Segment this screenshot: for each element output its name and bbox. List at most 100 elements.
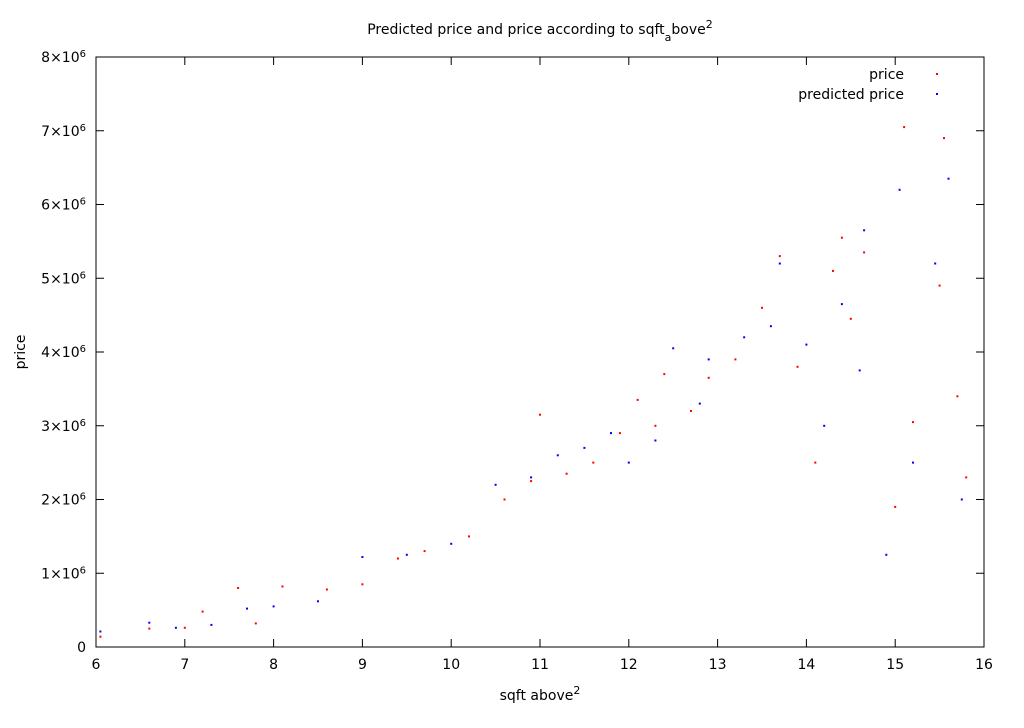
data-point xyxy=(743,336,746,339)
data-point xyxy=(654,424,657,427)
data-point xyxy=(814,461,817,464)
axis-ticks: 6 7 8 9 10 11 12 13 14 15 16 0 1×106 2×106 3×106 4×106 5… xyxy=(41,49,993,674)
data-point xyxy=(237,587,240,589)
data-point xyxy=(636,398,639,401)
legend: price predicted price xyxy=(798,67,938,103)
data-point xyxy=(148,627,151,630)
data-point xyxy=(707,376,710,379)
legend-marker-price xyxy=(936,73,938,75)
data-point xyxy=(885,553,888,556)
data-point xyxy=(690,410,692,412)
data-point xyxy=(210,623,213,626)
data-point xyxy=(423,550,426,553)
data-point xyxy=(503,498,506,501)
data-point xyxy=(272,605,275,608)
x-tick-label: 6 xyxy=(92,657,101,673)
data-point xyxy=(361,583,364,586)
data-point xyxy=(796,365,799,368)
series-price xyxy=(99,126,968,638)
data-point xyxy=(183,626,186,629)
data-point xyxy=(858,369,861,372)
data-point xyxy=(805,343,808,346)
y-tick-label: 2×106 xyxy=(41,491,86,509)
data-point xyxy=(663,373,666,376)
data-point xyxy=(912,461,914,464)
data-point xyxy=(654,439,657,442)
data-point xyxy=(734,358,737,361)
data-point xyxy=(530,476,533,479)
x-tick-label: 7 xyxy=(180,657,189,673)
data-point xyxy=(539,413,541,416)
data-point xyxy=(960,498,963,501)
data-point xyxy=(254,622,257,625)
y-axis-label: price xyxy=(13,335,29,370)
x-tick-label: 9 xyxy=(358,657,367,673)
legend-label-predicted-price: predicted price xyxy=(798,87,904,103)
plot-area-border xyxy=(95,56,985,648)
data-point xyxy=(934,262,937,265)
data-point xyxy=(361,556,364,558)
data-point xyxy=(903,126,906,129)
x-tick-label: 10 xyxy=(442,657,460,673)
x-tick-label: 11 xyxy=(531,657,549,673)
y-tick-label: 4×106 xyxy=(41,344,86,362)
data-point xyxy=(556,454,559,457)
y-tick-label: 1×106 xyxy=(41,565,86,583)
chart-title: Predicted price and price according to s… xyxy=(367,18,713,44)
data-point xyxy=(943,137,945,140)
data-point xyxy=(956,395,959,398)
data-point xyxy=(938,284,941,287)
data-point xyxy=(530,480,533,483)
x-tick-label: 12 xyxy=(620,657,638,673)
data-point xyxy=(947,177,950,180)
data-point xyxy=(894,505,897,508)
data-point xyxy=(610,432,612,435)
y-tick-label: 3×106 xyxy=(41,417,86,435)
x-tick-label: 8 xyxy=(269,657,278,673)
data-point xyxy=(583,446,586,449)
data-point xyxy=(707,358,710,361)
data-point xyxy=(99,635,102,638)
data-point xyxy=(863,251,866,254)
data-point xyxy=(494,483,497,486)
data-point xyxy=(325,588,328,591)
data-point xyxy=(849,317,852,320)
data-point xyxy=(761,306,763,309)
data-point xyxy=(468,535,470,538)
data-point xyxy=(148,621,151,624)
x-tick-label: 15 xyxy=(886,657,904,673)
data-point xyxy=(99,630,102,633)
data-point xyxy=(672,347,675,350)
y-tick-label: 5×106 xyxy=(41,270,86,288)
data-point xyxy=(698,402,701,405)
data-point xyxy=(450,542,453,545)
data-point xyxy=(912,421,914,424)
x-tick-label: 14 xyxy=(797,657,815,673)
data-point xyxy=(618,432,621,435)
x-axis-label: sqft above2 xyxy=(500,684,581,705)
data-point xyxy=(823,424,826,427)
data-point xyxy=(201,610,204,613)
data-point xyxy=(174,626,177,629)
series-predicted-price xyxy=(99,177,963,633)
data-point xyxy=(317,600,319,603)
data-point xyxy=(778,262,781,265)
data-point xyxy=(898,188,901,191)
y-tick-label: 0 xyxy=(77,640,86,656)
data-point xyxy=(627,461,630,464)
data-point xyxy=(840,303,843,306)
data-point xyxy=(965,476,968,479)
x-tick-label: 13 xyxy=(709,657,727,673)
data-point xyxy=(778,255,781,258)
y-tick-label: 6×106 xyxy=(41,196,86,214)
data-point xyxy=(840,236,843,239)
data-point xyxy=(863,229,866,232)
y-tick-label: 8×106 xyxy=(41,49,86,67)
data-point xyxy=(769,325,772,328)
data-point xyxy=(565,472,568,475)
data-point xyxy=(405,553,408,556)
data-point xyxy=(592,461,595,464)
data-point xyxy=(832,269,834,272)
x-tick-label: 16 xyxy=(975,657,993,673)
